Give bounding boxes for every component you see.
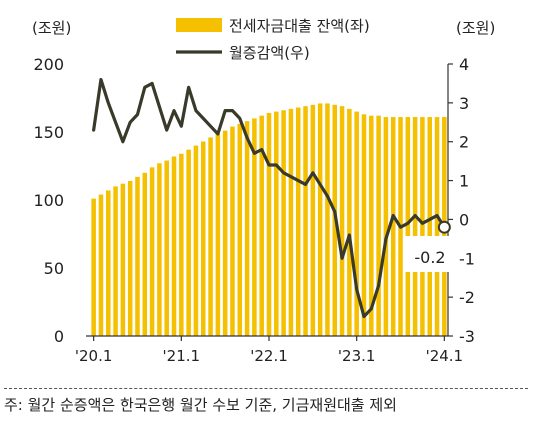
bar-40 — [383, 117, 389, 336]
bar-18 — [222, 130, 228, 336]
bar-41 — [390, 117, 396, 336]
bar-10 — [164, 160, 169, 336]
bar-6 — [135, 176, 140, 336]
left-tick-label: 100 — [33, 191, 64, 210]
bar-16 — [208, 137, 213, 336]
axes-layer: 0 50 100 150 200 -3 -2 -1 0 1 2 3 4 '20.1 '21.1 '22.1 '2… — [32, 19, 495, 365]
bar-39 — [376, 115, 381, 337]
bar-1 — [98, 194, 104, 336]
bar-8 — [149, 167, 155, 336]
right-tick-label: 4 — [459, 55, 469, 74]
bar-35 — [347, 108, 352, 336]
bar-7 — [142, 172, 148, 336]
bar-26 — [281, 110, 286, 337]
annotation-label: -0.2 — [414, 248, 445, 267]
legend-label-bar: 전세자금대출 잔액(좌) — [229, 17, 370, 35]
bar-17 — [215, 133, 221, 336]
bar-19 — [230, 126, 235, 336]
left-axis-unit: (조원) — [32, 19, 71, 37]
left-tick-label: 200 — [33, 55, 64, 74]
bar-30 — [310, 104, 316, 336]
legend-label-line: 월증감액(우) — [229, 44, 310, 62]
right-tick-label: 2 — [459, 133, 469, 152]
bar-4 — [120, 183, 126, 336]
bar-5 — [127, 180, 133, 336]
bar-13 — [186, 149, 191, 336]
right-tick-label: -1 — [459, 249, 475, 268]
annotation-box — [404, 236, 456, 272]
left-tick-label: 0 — [54, 327, 64, 346]
line-series — [92, 77, 446, 319]
right-tick-label: -3 — [459, 327, 475, 346]
bar-23 — [259, 115, 264, 337]
bar-14 — [193, 145, 199, 336]
bar-25 — [274, 111, 279, 336]
bar-47 — [434, 117, 440, 336]
legend-swatch-bar — [176, 18, 222, 32]
legend: 전세자금대출 잔액(좌) 월증감액(우) — [176, 17, 370, 62]
bar-21 — [244, 121, 250, 337]
bar-44 — [412, 117, 418, 336]
bar-0 — [91, 198, 96, 336]
bar-36 — [354, 111, 359, 336]
bar-12 — [179, 153, 184, 336]
x-tick-label: '23.1 — [338, 347, 376, 365]
chart: 0 50 100 150 200 -3 -2 -1 0 1 2 3 4 '20.1 '21.1 '22.1 '2… — [32, 17, 495, 365]
bar-11 — [171, 156, 177, 336]
x-tick-label: '22.1 — [250, 347, 288, 365]
bar-46 — [427, 117, 432, 336]
bar-43 — [405, 117, 411, 336]
bar-15 — [200, 141, 206, 336]
right-tick-label: 0 — [459, 210, 469, 229]
x-tick-label: '24.1 — [426, 347, 464, 365]
bar-24 — [266, 112, 272, 337]
right-tick-label: -2 — [459, 288, 475, 307]
bar-22 — [252, 118, 257, 337]
bar-37 — [361, 114, 367, 336]
right-tick-label: 1 — [459, 172, 469, 191]
line-layer: -0.2 — [92, 77, 456, 319]
bar-28 — [295, 107, 301, 337]
footnote: 주: 월간 순증액은 한국은행 월간 수보 기준, 기금재원대출 제외 — [4, 396, 397, 414]
bar-20 — [237, 123, 243, 336]
last-point-marker — [437, 220, 451, 234]
bar-32 — [325, 103, 330, 336]
bar-9 — [157, 163, 162, 336]
left-tick-label: 50 — [44, 259, 64, 278]
bar-34 — [339, 106, 345, 336]
left-tick-label: 150 — [33, 123, 64, 142]
bar-2 — [106, 190, 111, 336]
right-axis-unit: (조원) — [456, 19, 495, 37]
bar-45 — [420, 117, 425, 336]
x-tick-label: '21.1 — [163, 347, 201, 365]
bar-3 — [113, 186, 118, 336]
bar-27 — [288, 108, 294, 336]
x-tick-label: '20.1 — [75, 347, 113, 365]
bar-29 — [303, 106, 308, 336]
footnote-divider — [4, 388, 528, 389]
bar-31 — [317, 103, 323, 336]
bar-38 — [369, 115, 374, 337]
right-tick-label: 3 — [459, 94, 469, 113]
